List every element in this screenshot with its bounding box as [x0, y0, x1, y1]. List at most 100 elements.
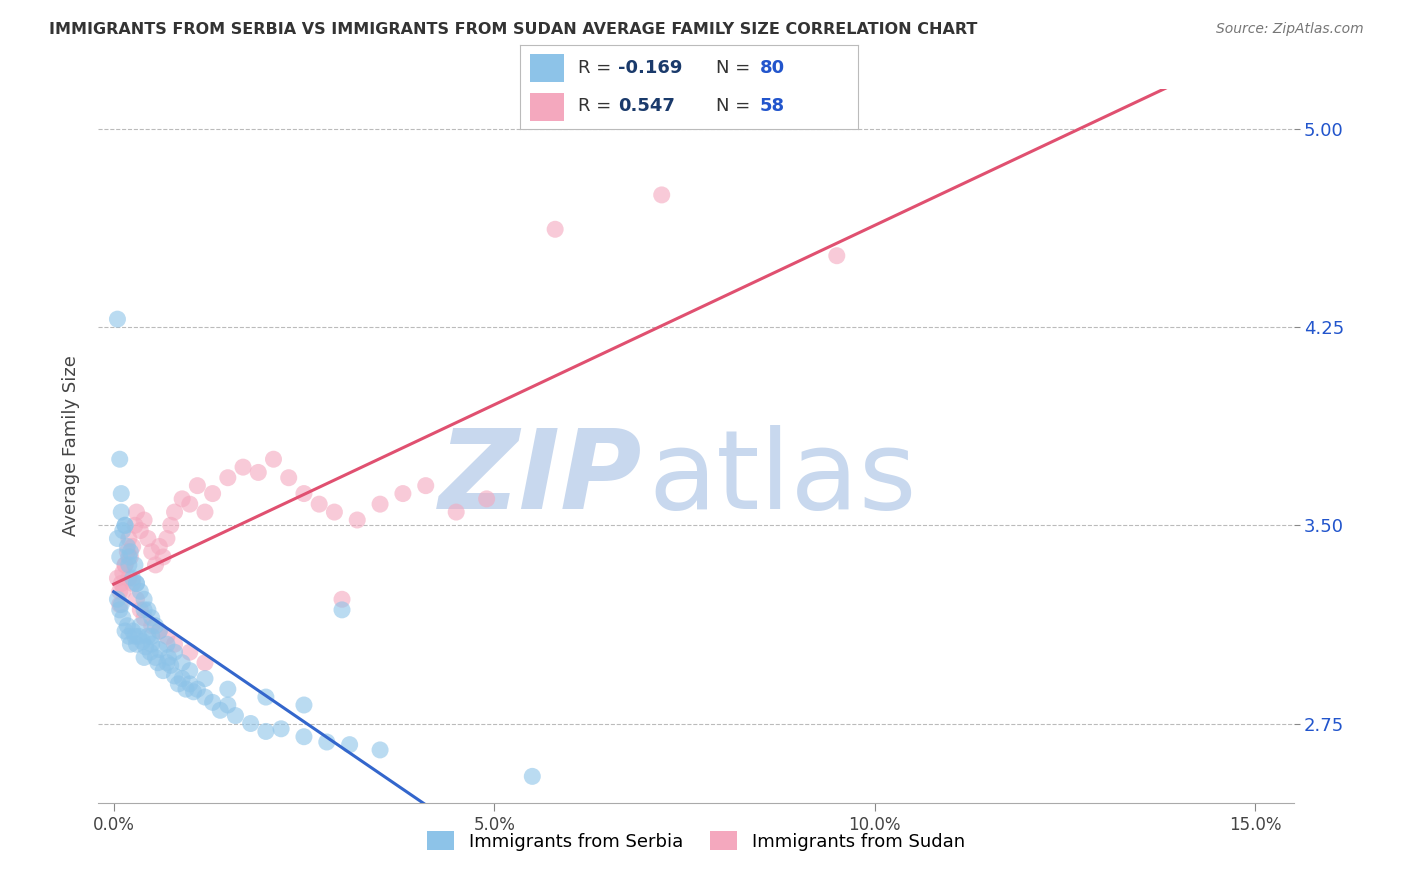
Point	[270, 722, 292, 736]
Point	[110, 576, 132, 591]
Point	[110, 486, 132, 500]
Point	[172, 491, 194, 506]
Point	[179, 664, 201, 678]
Y-axis label: Average Family Size: Average Family Size	[62, 356, 80, 536]
Point	[159, 518, 181, 533]
Point	[247, 466, 270, 480]
Point	[145, 650, 167, 665]
Point	[277, 471, 299, 485]
Bar	[530, 93, 564, 120]
Point	[141, 611, 163, 625]
Point	[232, 460, 254, 475]
Point	[132, 513, 155, 527]
Point	[145, 558, 167, 572]
Point	[186, 682, 208, 697]
Point	[156, 629, 179, 643]
Point	[111, 524, 134, 538]
Point	[114, 558, 136, 572]
Point	[156, 637, 179, 651]
Text: atlas: atlas	[648, 425, 917, 532]
Point	[129, 618, 152, 632]
Point	[120, 545, 142, 559]
Text: Source: ZipAtlas.com: Source: ZipAtlas.com	[1216, 22, 1364, 37]
Point	[131, 634, 153, 648]
Point	[125, 576, 148, 591]
Point	[163, 669, 186, 683]
Text: 58: 58	[759, 97, 785, 115]
Point	[186, 478, 208, 492]
Point	[108, 584, 131, 599]
Point	[201, 695, 224, 709]
Point	[129, 603, 152, 617]
Point	[292, 698, 315, 712]
Text: IMMIGRANTS FROM SERBIA VS IMMIGRANTS FROM SUDAN AVERAGE FAMILY SIZE CORRELATION : IMMIGRANTS FROM SERBIA VS IMMIGRANTS FRO…	[49, 22, 977, 37]
Point	[156, 532, 179, 546]
Point	[194, 656, 217, 670]
Point	[135, 640, 157, 654]
Point	[118, 532, 141, 546]
Point	[522, 769, 544, 783]
Point	[107, 312, 129, 326]
Point	[308, 497, 330, 511]
Point	[124, 558, 146, 572]
Point	[141, 545, 163, 559]
Point	[148, 624, 170, 638]
Text: N =: N =	[716, 60, 756, 78]
Point	[108, 452, 131, 467]
Point	[107, 592, 129, 607]
Point	[209, 703, 232, 717]
Point	[263, 452, 285, 467]
Point	[152, 664, 174, 678]
Point	[217, 698, 239, 712]
Point	[125, 592, 148, 607]
Point	[163, 637, 186, 651]
Point	[107, 532, 129, 546]
Point	[125, 637, 148, 651]
Point	[159, 658, 181, 673]
Point	[141, 618, 163, 632]
Point	[129, 524, 152, 538]
Point	[111, 566, 134, 580]
Point	[254, 690, 277, 704]
Point	[179, 497, 201, 511]
Point	[124, 629, 146, 643]
Point	[315, 735, 337, 749]
Point	[194, 672, 217, 686]
Point	[163, 505, 186, 519]
Point	[114, 624, 136, 638]
Point	[339, 738, 361, 752]
Point	[117, 540, 139, 554]
Point	[217, 471, 239, 485]
Point	[125, 505, 148, 519]
Point	[114, 518, 136, 533]
Text: -0.169: -0.169	[619, 60, 682, 78]
Point	[120, 637, 142, 651]
Text: 0.547: 0.547	[619, 97, 675, 115]
Point	[156, 656, 179, 670]
Point	[124, 518, 146, 533]
Point	[444, 505, 467, 519]
Point	[141, 637, 163, 651]
Point	[330, 603, 353, 617]
Point	[114, 558, 136, 572]
Point	[323, 505, 346, 519]
Point	[117, 618, 139, 632]
Point	[544, 222, 567, 236]
Point	[111, 611, 134, 625]
Point	[825, 249, 848, 263]
Point	[145, 618, 167, 632]
Point	[172, 656, 194, 670]
Legend: Immigrants from Serbia, Immigrants from Sudan: Immigrants from Serbia, Immigrants from …	[420, 824, 972, 858]
Point	[110, 598, 132, 612]
Text: N =: N =	[716, 97, 756, 115]
Point	[111, 584, 134, 599]
Point	[136, 603, 159, 617]
Point	[346, 513, 368, 527]
Point	[148, 624, 170, 638]
Point	[157, 650, 180, 665]
Point	[125, 576, 148, 591]
Point	[179, 645, 201, 659]
Point	[475, 491, 498, 506]
Point	[118, 558, 141, 572]
Point	[368, 743, 391, 757]
